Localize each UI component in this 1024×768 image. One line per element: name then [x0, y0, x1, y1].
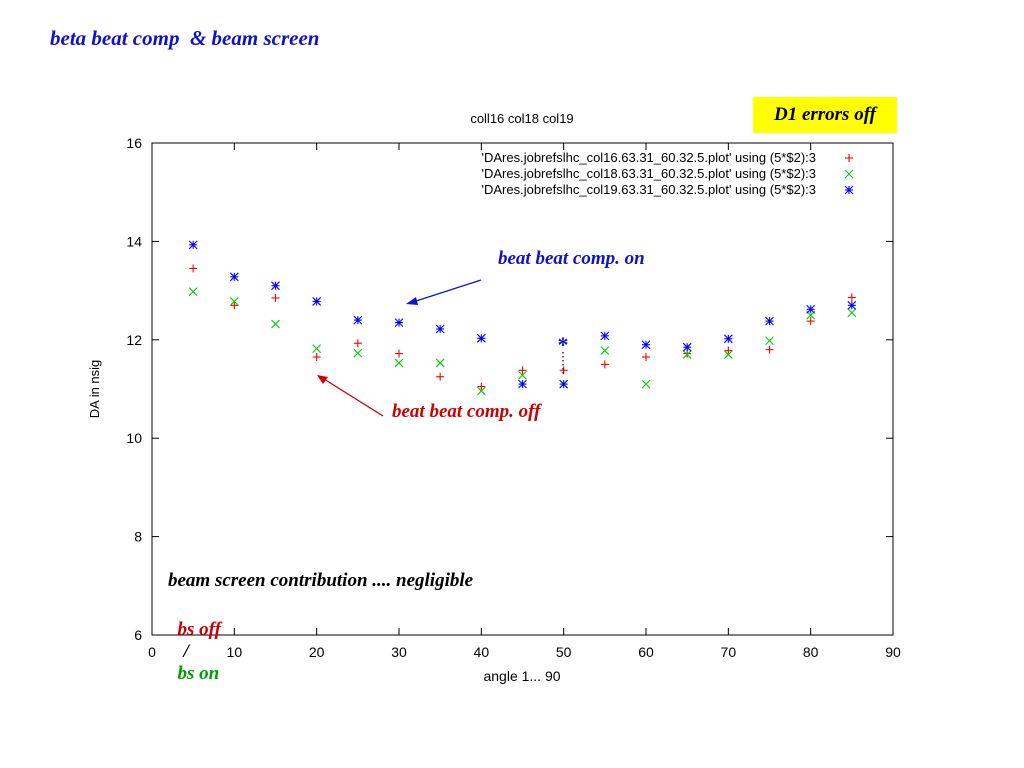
data-point — [518, 379, 527, 389]
data-point — [723, 334, 733, 344]
data-point — [723, 350, 733, 359]
data-point — [600, 331, 610, 341]
data-point — [312, 297, 322, 306]
data-point — [394, 358, 404, 368]
y-tick-label: 12 — [126, 332, 142, 348]
x-tick-label: 60 — [638, 644, 654, 660]
data-point — [724, 346, 733, 355]
data-point — [847, 293, 856, 302]
bs-contribution-label: beam screen contribution .... negligible — [168, 570, 474, 591]
data-point — [435, 358, 445, 368]
data-point — [353, 348, 363, 358]
y-tick-label: 6 — [134, 627, 142, 643]
y-tick-label: 16 — [126, 135, 142, 151]
axis-ticks: 0 10 20 30 40 50 60 70 80 90 6 8 10 12 14 16 — [126, 135, 901, 660]
data-point — [271, 319, 280, 329]
data-points — [188, 240, 857, 396]
data-point — [312, 344, 322, 354]
data-point — [600, 360, 609, 369]
legend-marker — [844, 185, 854, 195]
data-point — [229, 272, 239, 282]
y-tick-label: 14 — [126, 233, 142, 249]
data-point — [518, 370, 527, 380]
data-point — [229, 297, 239, 306]
data-point — [600, 346, 610, 356]
x-tick-label: 80 — [803, 644, 819, 660]
data-point — [189, 264, 198, 273]
data-point — [476, 386, 486, 396]
slide-title: beta beat comp & beam screen — [50, 26, 320, 50]
beat-on-label: beat beat comp. on — [498, 248, 645, 269]
x-tick-label: 20 — [309, 644, 325, 660]
data-point — [230, 301, 239, 310]
data-point — [188, 287, 198, 296]
data-point — [188, 240, 198, 250]
legend-marker — [844, 169, 854, 179]
x-tick-label: 40 — [474, 644, 490, 660]
x-axis-label: angle 1... 90 — [483, 668, 560, 684]
bs-separator: / — [183, 641, 189, 662]
beat-off-label: beat beat comp. off — [392, 401, 541, 422]
data-point — [559, 366, 568, 375]
data-point — [641, 340, 651, 350]
x-tick-label: 90 — [885, 644, 901, 660]
y-axis-label: DA in nsig — [87, 360, 102, 419]
data-point — [312, 353, 321, 362]
star-marker: * — [558, 332, 569, 357]
data-point — [394, 318, 404, 327]
y-tick-label: 8 — [134, 529, 142, 545]
x-tick-label: 10 — [227, 644, 243, 660]
d1-errors-badge: D1 errors off — [753, 97, 897, 133]
data-point — [847, 300, 857, 310]
data-point — [806, 304, 816, 314]
data-point — [847, 308, 857, 318]
data-point — [353, 315, 363, 325]
data-point — [271, 293, 280, 302]
legend-label: 'DAres.jobrefslhc_col18.63.31_60.32.5.pl… — [481, 166, 816, 181]
data-point — [476, 333, 486, 343]
legend-marker — [845, 154, 853, 162]
data-point — [518, 366, 527, 375]
y-tick-label: 10 — [126, 430, 142, 446]
x-tick-label: 70 — [721, 644, 737, 660]
data-point — [395, 349, 403, 358]
x-tick-label: 0 — [148, 644, 156, 660]
data-point — [682, 342, 692, 352]
chart-title: coll16 col18 col19 — [470, 111, 573, 126]
data-point — [765, 316, 774, 326]
data-point — [477, 382, 486, 391]
data-point — [765, 336, 774, 346]
legend-label: 'DAres.jobrefslhc_col16.63.31_60.32.5.pl… — [481, 150, 816, 165]
data-point — [642, 353, 650, 362]
data-point — [435, 324, 445, 334]
data-point — [559, 379, 569, 389]
data-point — [641, 379, 651, 389]
x-tick-label: 50 — [556, 644, 572, 660]
bs-off-label: bs off — [177, 619, 221, 640]
data-point — [682, 350, 692, 359]
plot-frame — [151, 142, 894, 636]
data-point — [271, 281, 280, 291]
bs-on-label: bs on — [177, 663, 220, 684]
arrow-beat-off — [317, 375, 384, 417]
x-tick-label: 30 — [391, 644, 407, 660]
legend-label: 'DAres.jobrefslhc_col19.63.31_60.32.5.pl… — [481, 182, 816, 197]
d1-errors-label: D1 errors off — [773, 104, 877, 125]
arrow-beat-on — [406, 279, 482, 305]
data-point — [765, 345, 774, 354]
data-point — [353, 339, 362, 348]
legend: 'DAres.jobrefslhc_col16.63.31_60.32.5.pl… — [481, 150, 854, 197]
data-point — [806, 317, 815, 326]
bs-legend-line: bs off / bs on — [168, 597, 221, 685]
data-point — [436, 372, 445, 381]
